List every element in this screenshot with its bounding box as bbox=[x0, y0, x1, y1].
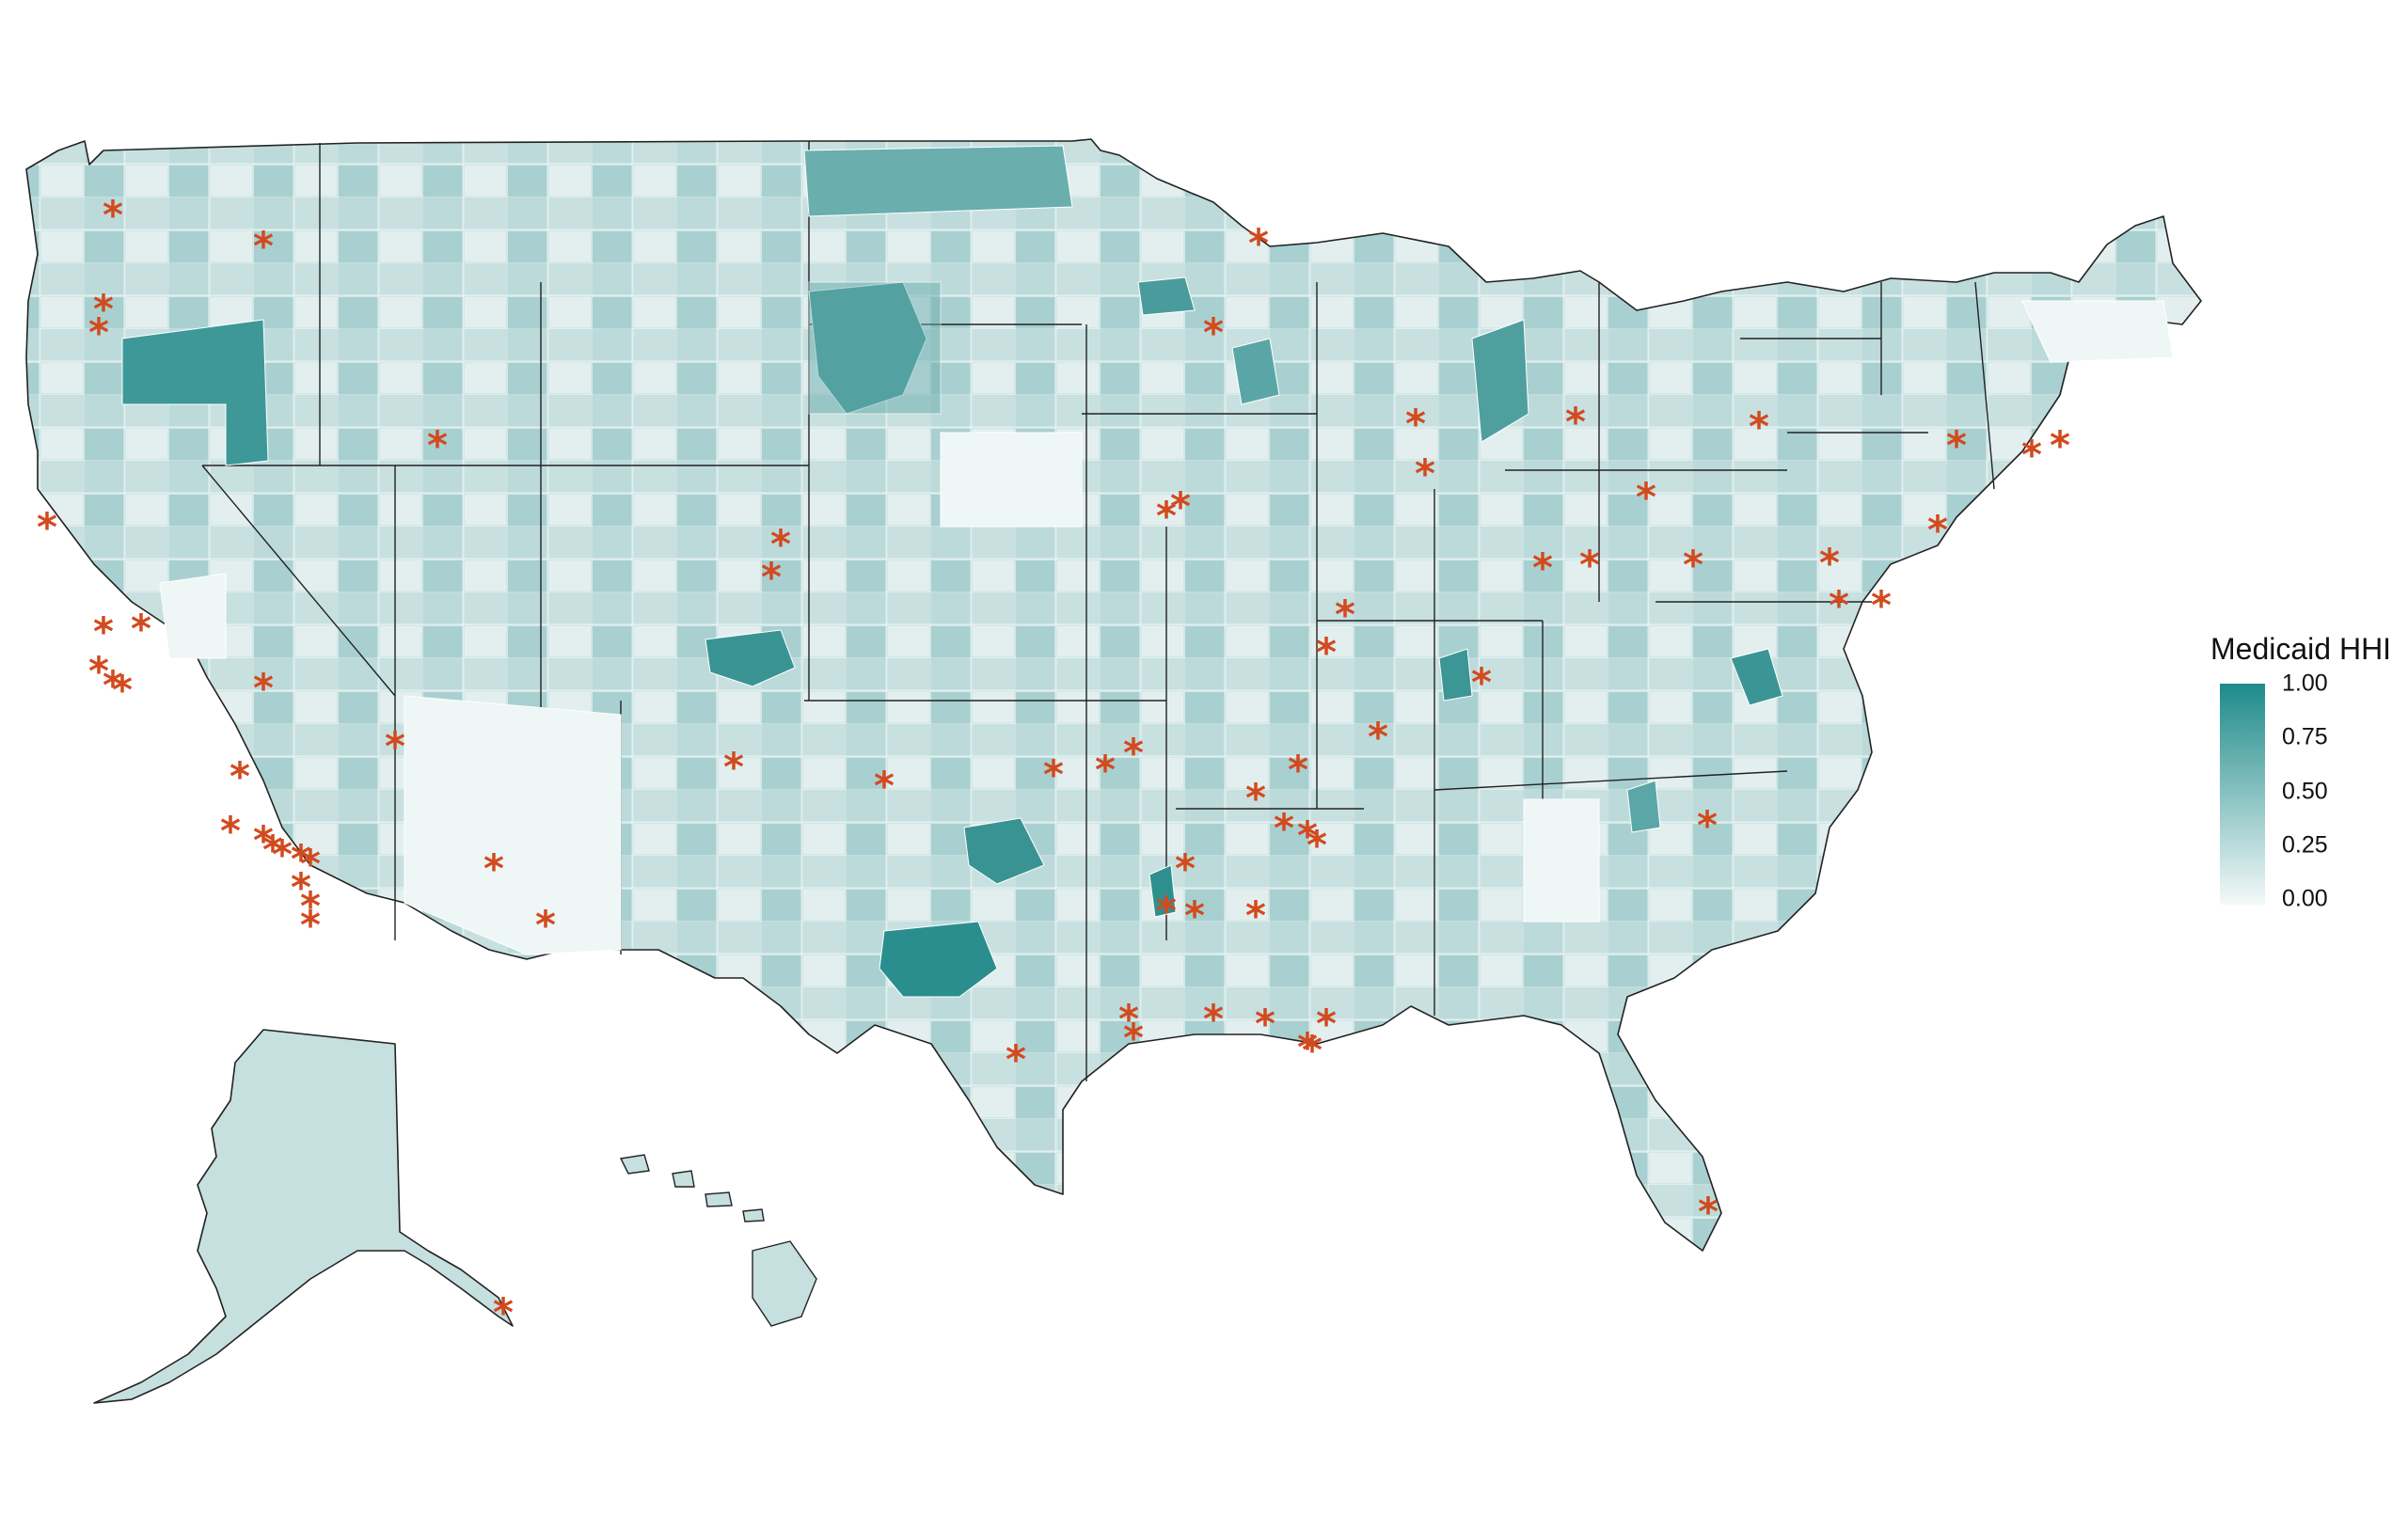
market-marker: * bbox=[535, 902, 556, 948]
market-marker: * bbox=[1095, 747, 1116, 793]
market-marker: * bbox=[103, 662, 123, 708]
market-marker: * bbox=[300, 902, 321, 948]
market-marker: * bbox=[874, 763, 895, 809]
market-marker: * bbox=[1698, 1189, 1719, 1235]
market-marker: * bbox=[1871, 582, 1892, 628]
market-marker: * bbox=[1274, 805, 1294, 851]
market-marker: * bbox=[230, 753, 250, 799]
market-marker: * bbox=[1288, 747, 1308, 793]
market-marker: * bbox=[1170, 483, 1191, 529]
market-marker: * bbox=[1697, 802, 1718, 848]
market-marker: * bbox=[1927, 507, 1948, 553]
market-marker: * bbox=[385, 723, 405, 769]
market-marker: * bbox=[131, 606, 151, 652]
market-marker: * bbox=[300, 841, 321, 887]
market-marker: * bbox=[1471, 659, 1492, 705]
market-marker: * bbox=[1368, 714, 1388, 760]
legend-label-0-00: 0.00 bbox=[2282, 885, 2328, 912]
high-hhi-regions bbox=[121, 145, 1783, 998]
market-marker: * bbox=[770, 521, 791, 567]
market-marker: * bbox=[1307, 822, 1327, 868]
market-marker: * bbox=[1123, 730, 1144, 776]
alaska bbox=[93, 1029, 514, 1404]
market-marker: * bbox=[300, 883, 321, 929]
market-marker: * bbox=[1316, 1001, 1337, 1047]
market-marker: * bbox=[1405, 401, 1426, 447]
market-marker: * bbox=[253, 817, 274, 863]
market-marker: * bbox=[1749, 403, 1769, 450]
market-marker: * bbox=[1156, 888, 1177, 934]
market-marker: * bbox=[1203, 996, 1224, 1042]
market-marker: * bbox=[1415, 450, 1435, 497]
market-marker: * bbox=[1118, 996, 1139, 1042]
market-marker: * bbox=[93, 608, 114, 655]
market-marker: * bbox=[1245, 775, 1266, 821]
market-marker: * bbox=[1819, 540, 1840, 586]
market-marker: * bbox=[2021, 432, 2042, 478]
market-marker: * bbox=[1316, 629, 1337, 675]
market-marker: * bbox=[1203, 309, 1224, 355]
market-marker: * bbox=[253, 665, 274, 711]
market-marker: * bbox=[272, 831, 293, 877]
legend-label-0-25: 0.25 bbox=[2282, 831, 2328, 859]
hawaii bbox=[619, 1154, 817, 1327]
market-marker: * bbox=[1829, 582, 1849, 628]
market-marker: * bbox=[723, 744, 744, 790]
market-marker: * bbox=[88, 309, 109, 355]
market-marker: * bbox=[1302, 1027, 1323, 1073]
market-marker: * bbox=[1579, 542, 1600, 588]
legend-label-0-50: 0.50 bbox=[2282, 778, 2328, 805]
market-marker: * bbox=[483, 845, 504, 891]
market-marker: * bbox=[291, 836, 311, 882]
market-marker: * bbox=[1683, 542, 1703, 588]
market-marker: * bbox=[1532, 544, 1553, 591]
market-marker: * bbox=[1184, 892, 1205, 939]
market-marker: * bbox=[1255, 1001, 1275, 1047]
market-marker: * bbox=[1297, 812, 1318, 859]
market-marker: * bbox=[1156, 493, 1177, 539]
market-marker: * bbox=[291, 864, 311, 910]
market-marker: * bbox=[427, 422, 448, 468]
market-markers: ******* **** **** ************* * * * ******* **… bbox=[37, 192, 2070, 1335]
low-hhi-regions bbox=[159, 300, 2174, 955]
market-marker: * bbox=[1006, 1036, 1026, 1082]
market-marker: * bbox=[1946, 422, 1967, 468]
market-marker: * bbox=[1245, 892, 1266, 939]
legend-label-1-00: 1.00 bbox=[2282, 670, 2328, 697]
market-marker: * bbox=[1175, 845, 1196, 891]
market-marker: * bbox=[1636, 474, 1656, 520]
market-marker: * bbox=[1565, 399, 1586, 445]
market-marker: * bbox=[1335, 591, 1355, 638]
market-marker: * bbox=[253, 223, 274, 269]
market-marker: * bbox=[37, 504, 57, 550]
market-marker: * bbox=[112, 667, 133, 713]
market-marker: * bbox=[103, 192, 123, 238]
market-marker: * bbox=[493, 1289, 514, 1335]
market-marker: * bbox=[1043, 751, 1064, 797]
market-marker: * bbox=[761, 554, 782, 600]
legend: Medicaid HHI 1.00 0.75 0.50 0.25 0.00 bbox=[2210, 632, 2399, 933]
legend-label-0-75: 0.75 bbox=[2282, 723, 2328, 750]
legend-color-bar bbox=[2220, 684, 2265, 905]
market-marker: * bbox=[2050, 422, 2070, 468]
market-marker: * bbox=[1248, 220, 1269, 266]
market-marker: * bbox=[93, 286, 114, 332]
market-marker: * bbox=[262, 827, 283, 873]
contiguous-us bbox=[25, 138, 2202, 1252]
market-marker: * bbox=[220, 808, 241, 854]
market-marker: * bbox=[1123, 1015, 1144, 1061]
market-marker: * bbox=[1297, 1024, 1318, 1070]
market-marker: * bbox=[88, 648, 109, 694]
legend-title: Medicaid HHI bbox=[2210, 632, 2392, 666]
